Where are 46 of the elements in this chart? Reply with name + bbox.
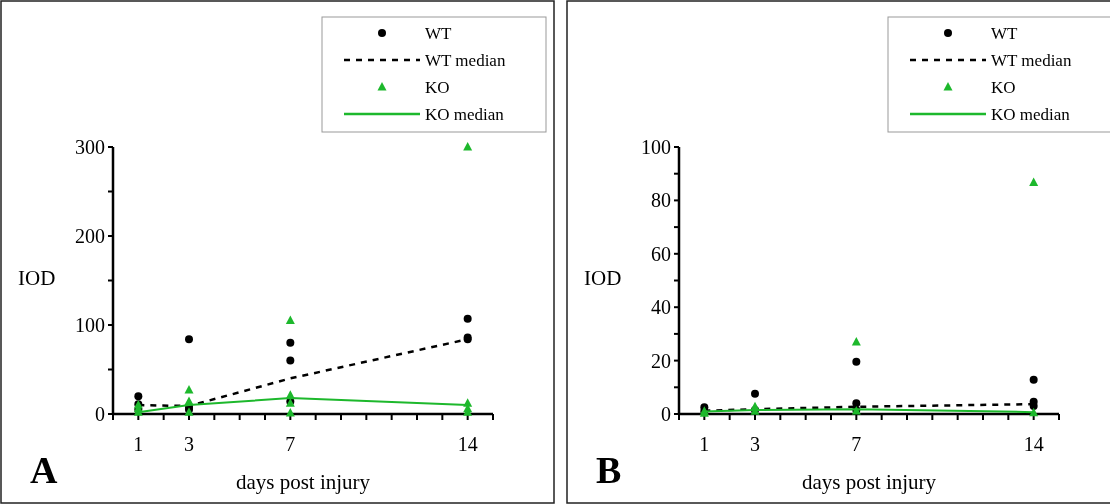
point <box>285 408 295 417</box>
point <box>286 356 295 365</box>
y-axis-title: IOD <box>584 266 622 291</box>
x-tick-label: 1 <box>699 433 710 455</box>
point <box>286 338 295 347</box>
point <box>463 142 473 151</box>
text: A <box>30 449 58 492</box>
point <box>852 399 861 408</box>
point <box>851 336 861 346</box>
y-tick-label: 300 <box>75 136 105 158</box>
y-tick-label: 100 <box>641 136 671 158</box>
y-tick-label: 40 <box>651 296 671 319</box>
legend-label: KO <box>991 77 1016 97</box>
x-tick-label: 7 <box>851 433 862 455</box>
point <box>852 357 861 366</box>
x-tick-label: 7 <box>285 433 296 455</box>
x-tick-label: 14 <box>1023 433 1044 455</box>
x-tick-label: 14 <box>457 433 478 455</box>
legend-label: WT <box>991 23 1019 43</box>
point <box>751 389 759 398</box>
y-tick-label: 20 <box>651 349 671 372</box>
legend-label: WT <box>425 23 453 43</box>
text: B <box>596 449 622 492</box>
legend-label: WT median <box>991 50 1072 70</box>
x-tick-label: 1 <box>133 433 144 455</box>
point <box>134 392 143 401</box>
y-tick-label: 0 <box>661 403 671 425</box>
y-tick-label: 100 <box>75 314 105 336</box>
point <box>1029 375 1038 384</box>
point <box>1029 177 1039 187</box>
x-axis-title: days post injury <box>235 470 371 495</box>
legend-label: KO <box>425 77 450 97</box>
legend-label: WT median <box>425 50 506 70</box>
legend-label: KO median <box>425 104 505 124</box>
y-axis-title: IOD <box>18 266 56 291</box>
x-axis-title: days post injury <box>801 470 937 495</box>
point <box>285 315 295 325</box>
y-tick-label: 200 <box>75 225 105 247</box>
y-tick-label: 0 <box>95 403 105 425</box>
point <box>185 335 193 344</box>
legend-label: KO median <box>991 104 1071 124</box>
y-tick-label: 60 <box>651 242 671 265</box>
y-tick-label: 80 <box>651 189 671 212</box>
point <box>463 314 472 323</box>
x-tick-label: 3 <box>750 433 760 455</box>
x-tick-label: 3 <box>184 433 194 455</box>
